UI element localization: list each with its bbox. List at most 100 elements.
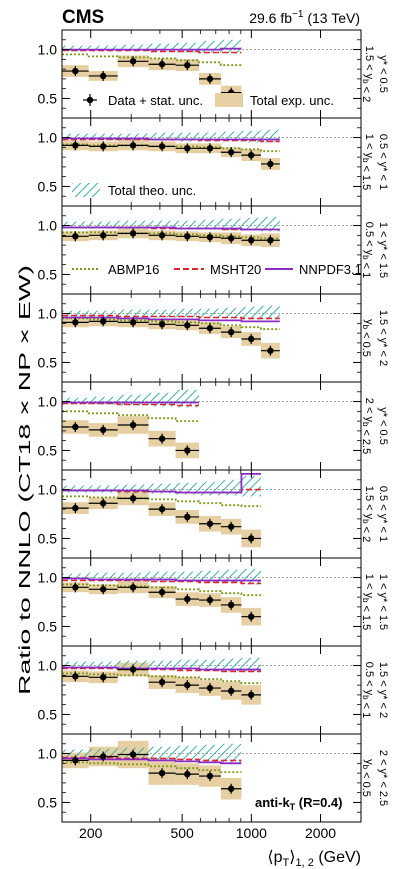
panel-frame	[61, 733, 362, 823]
panel-frame	[61, 293, 362, 383]
panels-group: 0.5 1.0 y* < 0.51.5 < yb < 2 0.5 1.0 0.5 < y*…	[38, 29, 389, 841]
data-point	[99, 232, 107, 239]
data-point	[72, 673, 79, 680]
panel-8: 0.5 1.0 1.5 < y* < 20.5 < yb < 1	[38, 645, 389, 735]
data-point	[72, 67, 79, 75]
panel-7: 0.5 1.0 1 < y* < 1.51 < yb < 1.5	[38, 557, 389, 647]
data-point	[267, 160, 274, 168]
data-point	[227, 523, 235, 530]
data-point	[158, 769, 166, 777]
rapidity-label-line: 1 < yb < 1.5	[360, 574, 375, 630]
panel-plot-area	[62, 568, 361, 626]
theo-unc-band	[62, 310, 89, 317]
panel-plot-area	[62, 39, 361, 100]
abmp16-line	[62, 761, 242, 773]
panel-rapidity-label: y* < 0.52 < yb < 2.5	[360, 398, 389, 454]
y-axis-title: Ratio to NNLO (CT18 × NP × EW)	[17, 265, 34, 695]
data-point	[99, 753, 107, 760]
data-point	[267, 237, 274, 244]
x-axis-title: ⟨pT⟩1, 2 (GeV)	[267, 849, 361, 869]
panel-rapidity-label: 0.5 < y* < 11 < yb < 1.5	[360, 134, 389, 190]
theo-unc-band	[220, 307, 242, 319]
legend-abmp-label: ABMP16	[108, 262, 159, 277]
theo-unc-band	[220, 131, 242, 142]
x-axis-title-bracket: ⟩	[289, 849, 295, 866]
panel-plot-area	[62, 740, 361, 800]
theo-unc-band	[62, 661, 89, 669]
y-tick-label: 1.0	[38, 746, 58, 762]
x-tick-label: 500	[170, 825, 194, 841]
theo-unc-band	[175, 482, 200, 495]
theo-unc-band	[220, 658, 242, 672]
nnpdf31-line	[62, 577, 261, 582]
data-point	[247, 151, 255, 159]
data-point	[72, 142, 79, 149]
data-point	[99, 586, 107, 593]
data-point	[247, 691, 255, 699]
theo-unc-band	[88, 221, 118, 229]
x-tick-label: 2000	[305, 825, 336, 841]
theo-unc-band	[199, 308, 221, 319]
data-point	[72, 233, 79, 240]
legend-theo-label: Total theo. unc.	[108, 183, 196, 198]
nnpdf31-line	[62, 666, 261, 671]
theo-unc-band	[88, 396, 118, 405]
panel-2: 0.5 1.0 0.5 < y* < 11 < yb < 1.5	[38, 117, 389, 207]
data-point	[206, 520, 214, 527]
data-point	[99, 72, 107, 80]
data-point	[206, 772, 214, 780]
data-point	[129, 142, 137, 149]
nnpdf31-line	[62, 226, 280, 231]
abmp16-line	[62, 53, 242, 67]
data-point	[267, 347, 274, 354]
data-point	[184, 322, 191, 329]
rapidity-label-line: 2 < yb < 2.5	[360, 398, 375, 454]
x-tick-label: 200	[79, 825, 103, 841]
theo-unc-band	[62, 749, 89, 758]
theo-unc-band	[62, 397, 89, 405]
legend-data-label: Data + stat. unc.	[108, 93, 203, 108]
theo-unc-band	[62, 45, 89, 52]
rapidity-label-line: 1.5 < y* < 2	[377, 310, 389, 366]
y-tick-label: 1.0	[38, 394, 58, 410]
data-point	[206, 145, 214, 152]
theo-unc-band	[199, 40, 221, 53]
data-point	[72, 319, 79, 326]
nnpdf31-line	[62, 316, 280, 323]
rapidity-label-line: y* < 0.5	[377, 55, 389, 93]
theo-unc-band	[199, 744, 221, 762]
data-point	[227, 601, 235, 609]
panel-3: 0.5 1.0 1 < y* < 1.50.5 < yb < 1	[38, 205, 389, 295]
theo-unc-band	[88, 661, 118, 669]
theo-unc-band	[220, 218, 242, 231]
panel-rapidity-label: 1.5 < y* < 20.5 < yb < 1	[360, 662, 389, 718]
rapidity-label-line: y* < 0.5	[377, 407, 389, 445]
data-point	[184, 233, 191, 240]
rapidity-label-line: 1 < yb < 1.5	[360, 134, 375, 190]
panel-frame	[61, 117, 362, 207]
nnpdf31-line	[62, 47, 242, 51]
theo-unc-band	[199, 659, 221, 671]
legend-theo-swatch	[72, 183, 100, 197]
y-tick-label: 0.5	[38, 794, 58, 810]
data-point	[206, 596, 214, 604]
y-tick-label: 0.5	[38, 354, 58, 370]
x-axis-title-sub2: 1, 2	[296, 857, 314, 869]
y-tick-label: 1.0	[38, 130, 58, 146]
theo-unc-band	[241, 568, 261, 585]
data-point	[158, 232, 166, 239]
panel-rapidity-label: 1 < y* < 1.51 < yb < 1.5	[360, 574, 389, 630]
data-point	[247, 613, 255, 620]
y-tick-label: 0.5	[38, 90, 58, 106]
theo-unc-band	[175, 659, 200, 671]
panel-rapidity-label: y* < 0.51.5 < yb < 2	[360, 46, 389, 102]
data-point	[158, 143, 166, 150]
data-point	[158, 589, 166, 596]
theo-unc-band	[148, 132, 176, 141]
data-point	[158, 505, 166, 513]
theo-unc-band	[148, 660, 176, 670]
theo-unc-band	[199, 570, 221, 583]
data-point	[99, 426, 107, 434]
rapidity-label-line: yb < 0.5	[360, 759, 375, 797]
nnpdf31-line	[62, 757, 242, 765]
